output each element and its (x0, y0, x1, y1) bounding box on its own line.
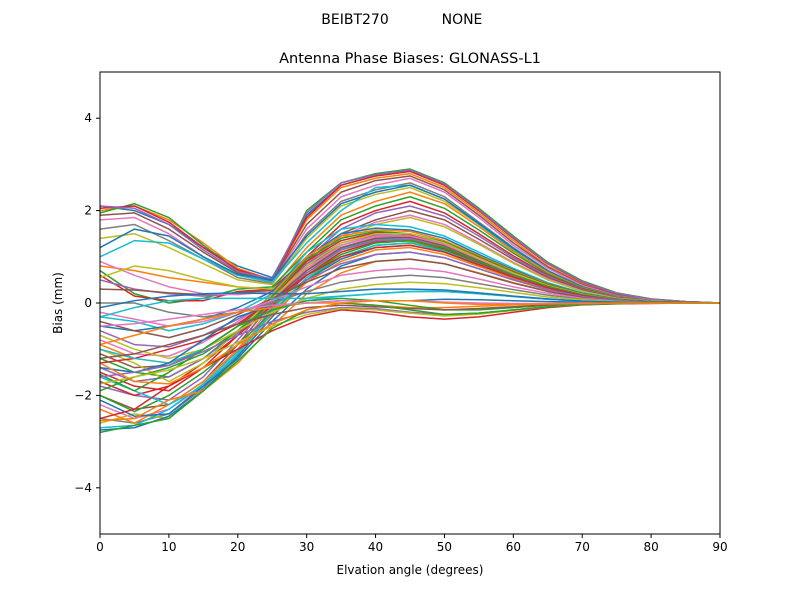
y-axis: −4 −2 0 2 4 (74, 111, 100, 495)
y-tick-label: −2 (74, 388, 92, 402)
x-tick-label: 70 (575, 540, 590, 554)
x-tick-label: 20 (230, 540, 245, 554)
series-layer (100, 168, 720, 434)
x-axis: 0 10 20 30 40 50 60 70 80 90 (96, 534, 728, 554)
series-line-s60 (100, 299, 720, 385)
y-tick-label: 0 (84, 296, 92, 310)
x-axis-label: Elvation angle (degrees) (337, 563, 484, 577)
x-tick-label: 80 (643, 540, 658, 554)
chart-title: Antenna Phase Biases: GLONASS-L1 (279, 51, 541, 67)
series-line-s58 (100, 288, 720, 309)
y-tick-label: 2 (84, 204, 92, 218)
x-tick-label: 10 (161, 540, 176, 554)
series-line-s38 (100, 242, 720, 406)
x-tick-label: 60 (506, 540, 521, 554)
series-line-s10 (100, 184, 720, 304)
x-tick-label: 90 (712, 540, 727, 554)
x-tick-label: 30 (299, 540, 314, 554)
y-axis-label: Bias (mm) (51, 272, 65, 334)
series-line-s05 (100, 169, 720, 304)
suptitle-station: BEIBT270 (321, 12, 388, 28)
series-line-s53 (100, 302, 720, 378)
x-tick-label: 50 (437, 540, 452, 554)
x-tick-label: 0 (96, 540, 104, 554)
figure-suptitle: BEIBT270 NONE (321, 12, 482, 28)
series-line-s11 (100, 184, 720, 304)
y-tick-label: −4 (74, 481, 92, 495)
suptitle-radome: NONE (442, 12, 483, 28)
y-tick-label: 4 (84, 111, 92, 125)
series-line-s52 (100, 302, 720, 420)
x-tick-label: 40 (368, 540, 383, 554)
